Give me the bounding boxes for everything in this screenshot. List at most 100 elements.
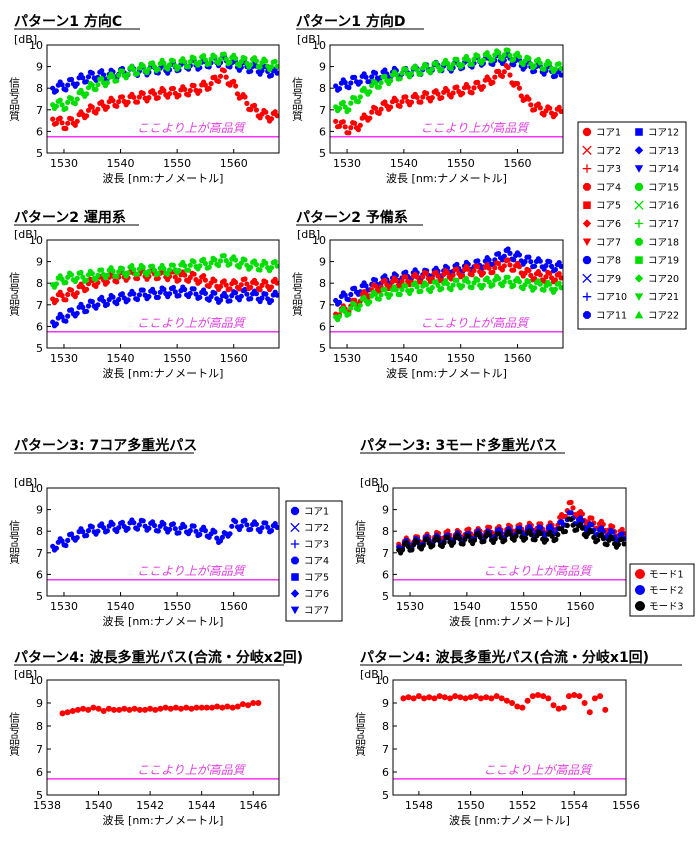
legend-label: コア7 bbox=[304, 606, 329, 617]
legend-marker bbox=[634, 200, 644, 210]
chart-title: パターン2 予備系 bbox=[296, 209, 408, 226]
data-point bbox=[74, 275, 80, 281]
data-point bbox=[104, 528, 110, 534]
data-point bbox=[547, 259, 553, 265]
data-point bbox=[507, 72, 513, 78]
data-point bbox=[604, 542, 610, 548]
y-tick-label: 5 bbox=[382, 590, 389, 603]
data-point bbox=[355, 127, 361, 133]
y-tick-label: 7 bbox=[36, 104, 43, 117]
data-point bbox=[161, 88, 167, 94]
data-point bbox=[125, 297, 131, 303]
data-point bbox=[134, 99, 141, 105]
data-point bbox=[496, 251, 502, 257]
data-point bbox=[176, 92, 182, 98]
y-tick-label: 6 bbox=[319, 125, 326, 138]
data-point bbox=[526, 254, 532, 260]
data-point bbox=[543, 108, 549, 114]
data-point bbox=[348, 125, 354, 131]
legend-marker bbox=[583, 201, 591, 209]
data-point bbox=[552, 66, 559, 72]
data-point bbox=[487, 532, 493, 538]
y-tick-label: 8 bbox=[36, 525, 43, 538]
data-point bbox=[268, 528, 275, 534]
data-point bbox=[157, 705, 164, 712]
data-point bbox=[399, 99, 405, 105]
data-point bbox=[90, 704, 97, 711]
data-point bbox=[151, 64, 158, 70]
data-point bbox=[524, 697, 531, 704]
data-point bbox=[403, 274, 409, 280]
data-point bbox=[403, 539, 409, 546]
data-point bbox=[558, 72, 563, 78]
data-point bbox=[253, 280, 259, 286]
data-point bbox=[212, 54, 218, 60]
data-point bbox=[236, 63, 242, 69]
data-point bbox=[65, 313, 71, 319]
data-point bbox=[490, 57, 496, 63]
data-point bbox=[540, 693, 547, 700]
data-point bbox=[501, 69, 507, 75]
plot-area bbox=[333, 47, 563, 136]
data-point bbox=[172, 274, 178, 280]
data-point bbox=[516, 279, 523, 285]
y-tick-label: 5 bbox=[36, 590, 43, 603]
data-point bbox=[410, 695, 417, 702]
data-point bbox=[558, 65, 563, 72]
data-point bbox=[89, 82, 95, 88]
data-point bbox=[239, 701, 246, 708]
data-point bbox=[242, 55, 248, 62]
x-tick-label: 1540 bbox=[453, 600, 481, 613]
data-point bbox=[114, 301, 120, 307]
threshold-annotation: ここより上が高品質 bbox=[484, 564, 594, 578]
data-point bbox=[191, 83, 197, 89]
data-point bbox=[369, 109, 375, 115]
data-point bbox=[427, 288, 433, 295]
data-point bbox=[467, 694, 474, 701]
data-point bbox=[84, 113, 90, 119]
data-point bbox=[68, 307, 75, 313]
legend-marker bbox=[290, 522, 300, 533]
y-tick-label: 6 bbox=[36, 125, 43, 138]
data-point bbox=[621, 541, 626, 547]
plot-area bbox=[50, 253, 279, 329]
threshold-annotation: ここより上が高品質 bbox=[421, 121, 531, 135]
data-point bbox=[99, 99, 105, 105]
data-point bbox=[227, 261, 233, 267]
x-tick-label: 1554 bbox=[560, 799, 588, 812]
data-point bbox=[274, 63, 279, 69]
data-point bbox=[201, 273, 207, 279]
data-point bbox=[448, 287, 454, 293]
data-point bbox=[348, 80, 354, 86]
data-point bbox=[523, 535, 529, 541]
data-point bbox=[68, 287, 75, 293]
x-tick-label: 1530 bbox=[333, 157, 361, 170]
chart-title: パターン1 方向C bbox=[14, 13, 122, 30]
data-point bbox=[471, 268, 477, 274]
data-point bbox=[229, 704, 236, 711]
data-point bbox=[409, 547, 415, 553]
y-tick-label: 7 bbox=[319, 104, 326, 117]
data-point bbox=[535, 692, 541, 698]
data-point bbox=[460, 62, 466, 68]
x-tick-label: 1540 bbox=[107, 600, 135, 613]
data-point bbox=[208, 81, 214, 87]
data-point bbox=[450, 282, 456, 288]
data-point bbox=[253, 262, 259, 268]
data-point bbox=[84, 91, 90, 97]
data-point bbox=[248, 264, 254, 270]
data-point bbox=[570, 522, 576, 528]
data-point bbox=[104, 80, 110, 86]
data-point bbox=[420, 274, 426, 280]
plot-area bbox=[50, 51, 279, 132]
data-point bbox=[263, 520, 269, 526]
y-tick-label: 5 bbox=[36, 342, 43, 355]
y-tick-label: 5 bbox=[319, 342, 326, 355]
data-point bbox=[475, 258, 481, 264]
data-point bbox=[357, 122, 363, 128]
data-point bbox=[101, 298, 107, 304]
data-point bbox=[142, 706, 148, 713]
data-point bbox=[50, 85, 56, 91]
data-point bbox=[376, 296, 382, 302]
data-point bbox=[134, 71, 141, 77]
